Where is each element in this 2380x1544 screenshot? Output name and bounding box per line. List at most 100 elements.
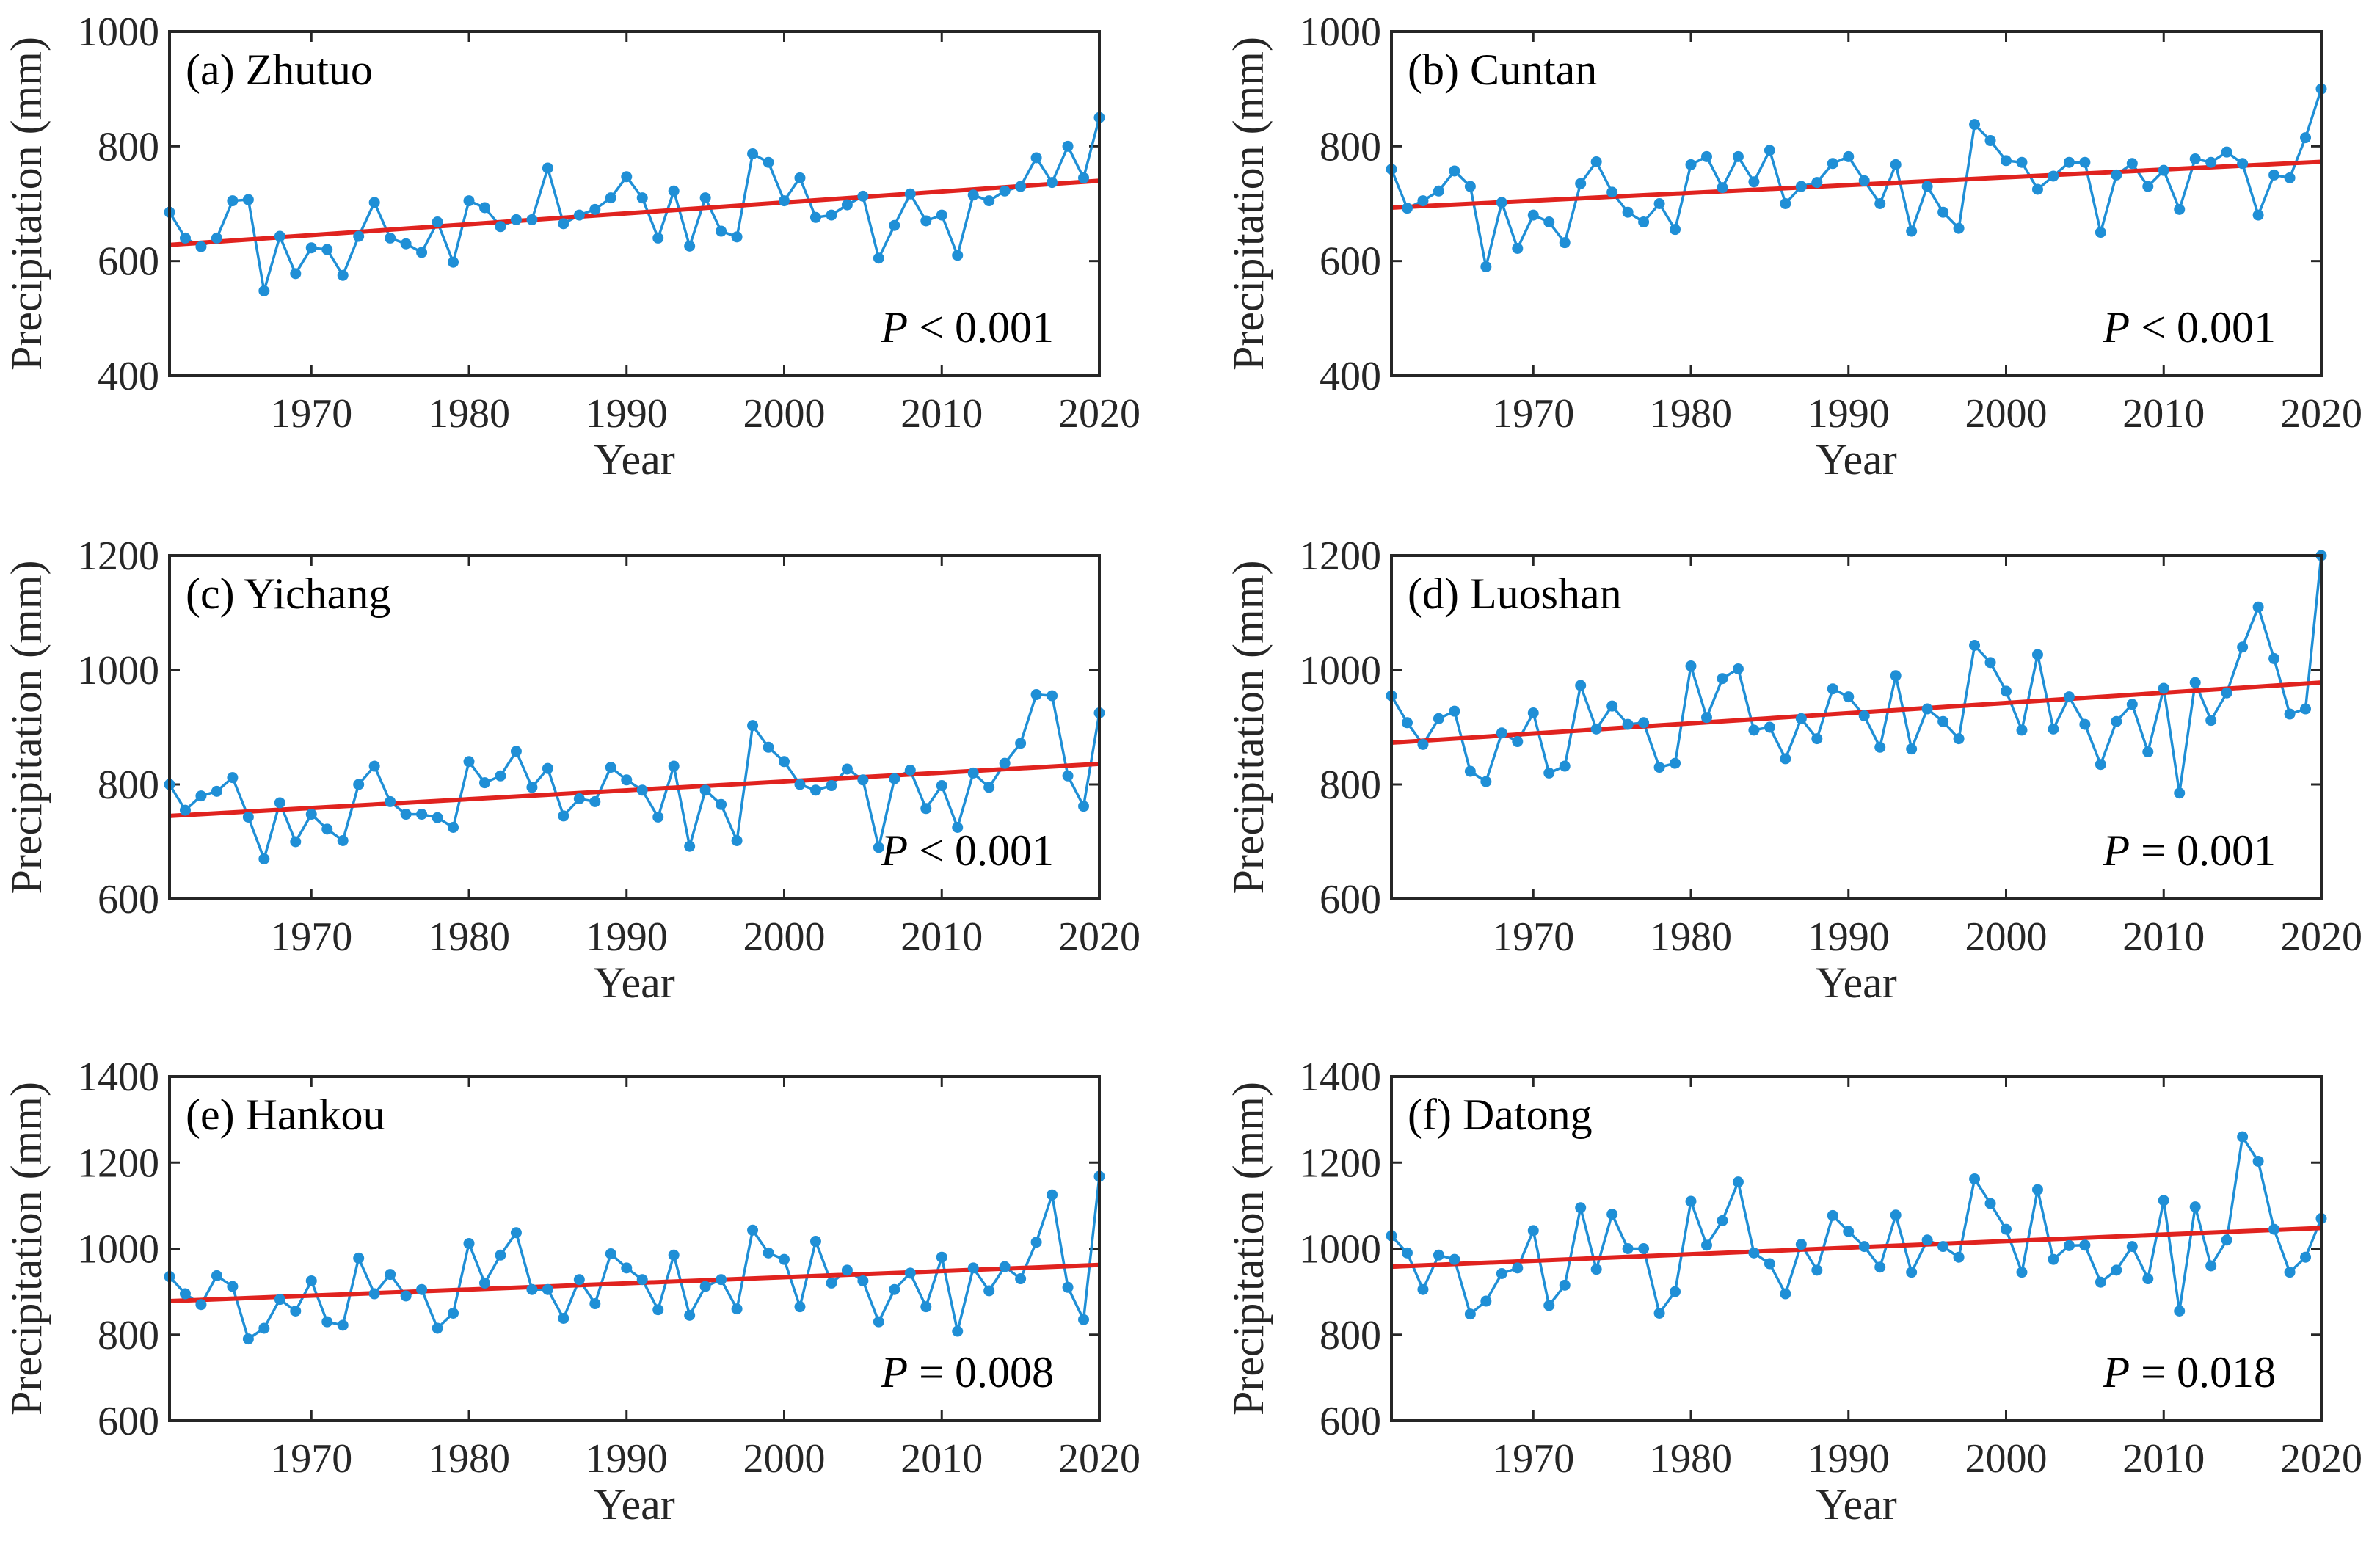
data-point: [763, 156, 774, 168]
data-point: [809, 1236, 821, 1248]
data-point: [1764, 145, 1775, 156]
trend-line: [1391, 1226, 2322, 1270]
data-point: [967, 189, 979, 201]
plot-frame: [1390, 554, 2323, 900]
data-point: [2221, 146, 2232, 158]
data-point: [1480, 1295, 1492, 1307]
panel-title: (e) Hankou: [186, 1090, 385, 1139]
y-axis-title: Precipitation (mm): [2, 37, 51, 371]
data-point: [2174, 787, 2186, 799]
data-point: [1015, 1273, 1027, 1285]
x-tick-label: 2010: [2122, 914, 2205, 960]
data-point: [1559, 760, 1571, 772]
data-point: [684, 240, 696, 252]
data-point: [416, 1283, 428, 1295]
x-tick-label: 2020: [1058, 391, 1140, 437]
data-point: [1780, 198, 1791, 209]
data-point: [1030, 1237, 1042, 1248]
data-point: [1062, 1281, 1074, 1293]
data-point: [510, 214, 522, 225]
x-tick-label: 2020: [2280, 1436, 2362, 1482]
data-point: [779, 756, 790, 768]
data-point: [1464, 181, 1476, 192]
data-point: [2031, 1184, 2043, 1195]
p-value-label: P = 0.008: [881, 1348, 1055, 1396]
data-point: [1575, 680, 1587, 691]
data-point: [2001, 155, 2012, 167]
data-point: [2063, 156, 2075, 168]
data-point: [2095, 759, 2106, 771]
data-point: [2001, 1223, 2012, 1235]
x-tick-label: 1990: [1808, 914, 1890, 960]
data-point: [1700, 150, 1712, 162]
data-point: [1858, 1241, 1870, 1253]
data-point: [763, 741, 774, 753]
data-point: [1843, 691, 1855, 703]
y-tick-label: 600: [1320, 877, 1381, 922]
data-point: [2126, 158, 2138, 170]
data-point: [1921, 703, 1933, 715]
data-point: [1449, 1253, 1460, 1265]
data-point: [605, 762, 616, 773]
data-point: [1433, 713, 1444, 724]
data-point: [478, 1277, 490, 1289]
data-point: [826, 780, 837, 792]
x-tick-label: 2010: [900, 1436, 983, 1482]
x-tick-label: 2010: [900, 391, 983, 437]
data-point: [1700, 712, 1712, 724]
data-point: [448, 256, 459, 268]
data-point: [227, 1281, 239, 1292]
data-point: [2079, 718, 2091, 730]
data-point: [605, 192, 616, 204]
data-point: [2300, 1251, 2312, 1263]
data-point: [983, 195, 995, 207]
data-point: [1559, 1279, 1571, 1291]
data-point: [2001, 685, 2012, 697]
data-point: [432, 812, 443, 823]
data-point: [1969, 119, 1981, 131]
data-point: [1827, 1209, 1838, 1221]
y-tick-label: 400: [98, 354, 159, 399]
data-point: [983, 782, 995, 793]
x-tick-label: 1980: [428, 391, 510, 437]
data-point: [495, 221, 506, 233]
data-point: [967, 1262, 979, 1274]
data-point: [668, 185, 680, 197]
data-point: [1047, 1189, 1058, 1201]
data-point: [353, 779, 365, 790]
x-axis-title: Year: [594, 958, 675, 1007]
data-point: [558, 810, 569, 822]
data-point: [2205, 156, 2217, 168]
data-point: [1969, 639, 1981, 651]
data-point: [999, 1261, 1011, 1272]
x-tick-label: 1970: [270, 391, 352, 437]
data-point: [652, 811, 664, 823]
data-point: [2031, 649, 2043, 660]
data-point: [211, 785, 222, 797]
data-point: [242, 1333, 254, 1345]
data-point: [1937, 715, 1949, 727]
data-point: [2079, 1239, 2091, 1251]
data-point: [258, 285, 270, 296]
data-point: [353, 230, 365, 242]
data-point: [2048, 1253, 2059, 1265]
plot-frame: [168, 554, 1101, 900]
data-point: [904, 1267, 916, 1279]
data-point: [290, 1306, 302, 1317]
chart-e: 1970 1980 1990 2000 2010 2020 600 800 1000 1200 14…: [2, 1055, 1140, 1529]
data-point: [1622, 1243, 1634, 1254]
data-point: [1030, 689, 1042, 701]
data-point: [2237, 641, 2249, 653]
data-point: [936, 1251, 947, 1263]
panel-title: (c) Yichang: [186, 569, 390, 618]
data-point: [2189, 153, 2201, 165]
data-point: [1780, 1288, 1791, 1300]
data-point: [652, 1304, 664, 1316]
data-point: [1984, 1198, 1996, 1209]
x-tick-label: 2020: [1058, 914, 1140, 960]
data-point: [2268, 169, 2280, 181]
data-point: [305, 1275, 317, 1286]
data-point: [495, 1249, 506, 1261]
trend-line: [169, 761, 1100, 818]
data-point: [826, 209, 837, 221]
